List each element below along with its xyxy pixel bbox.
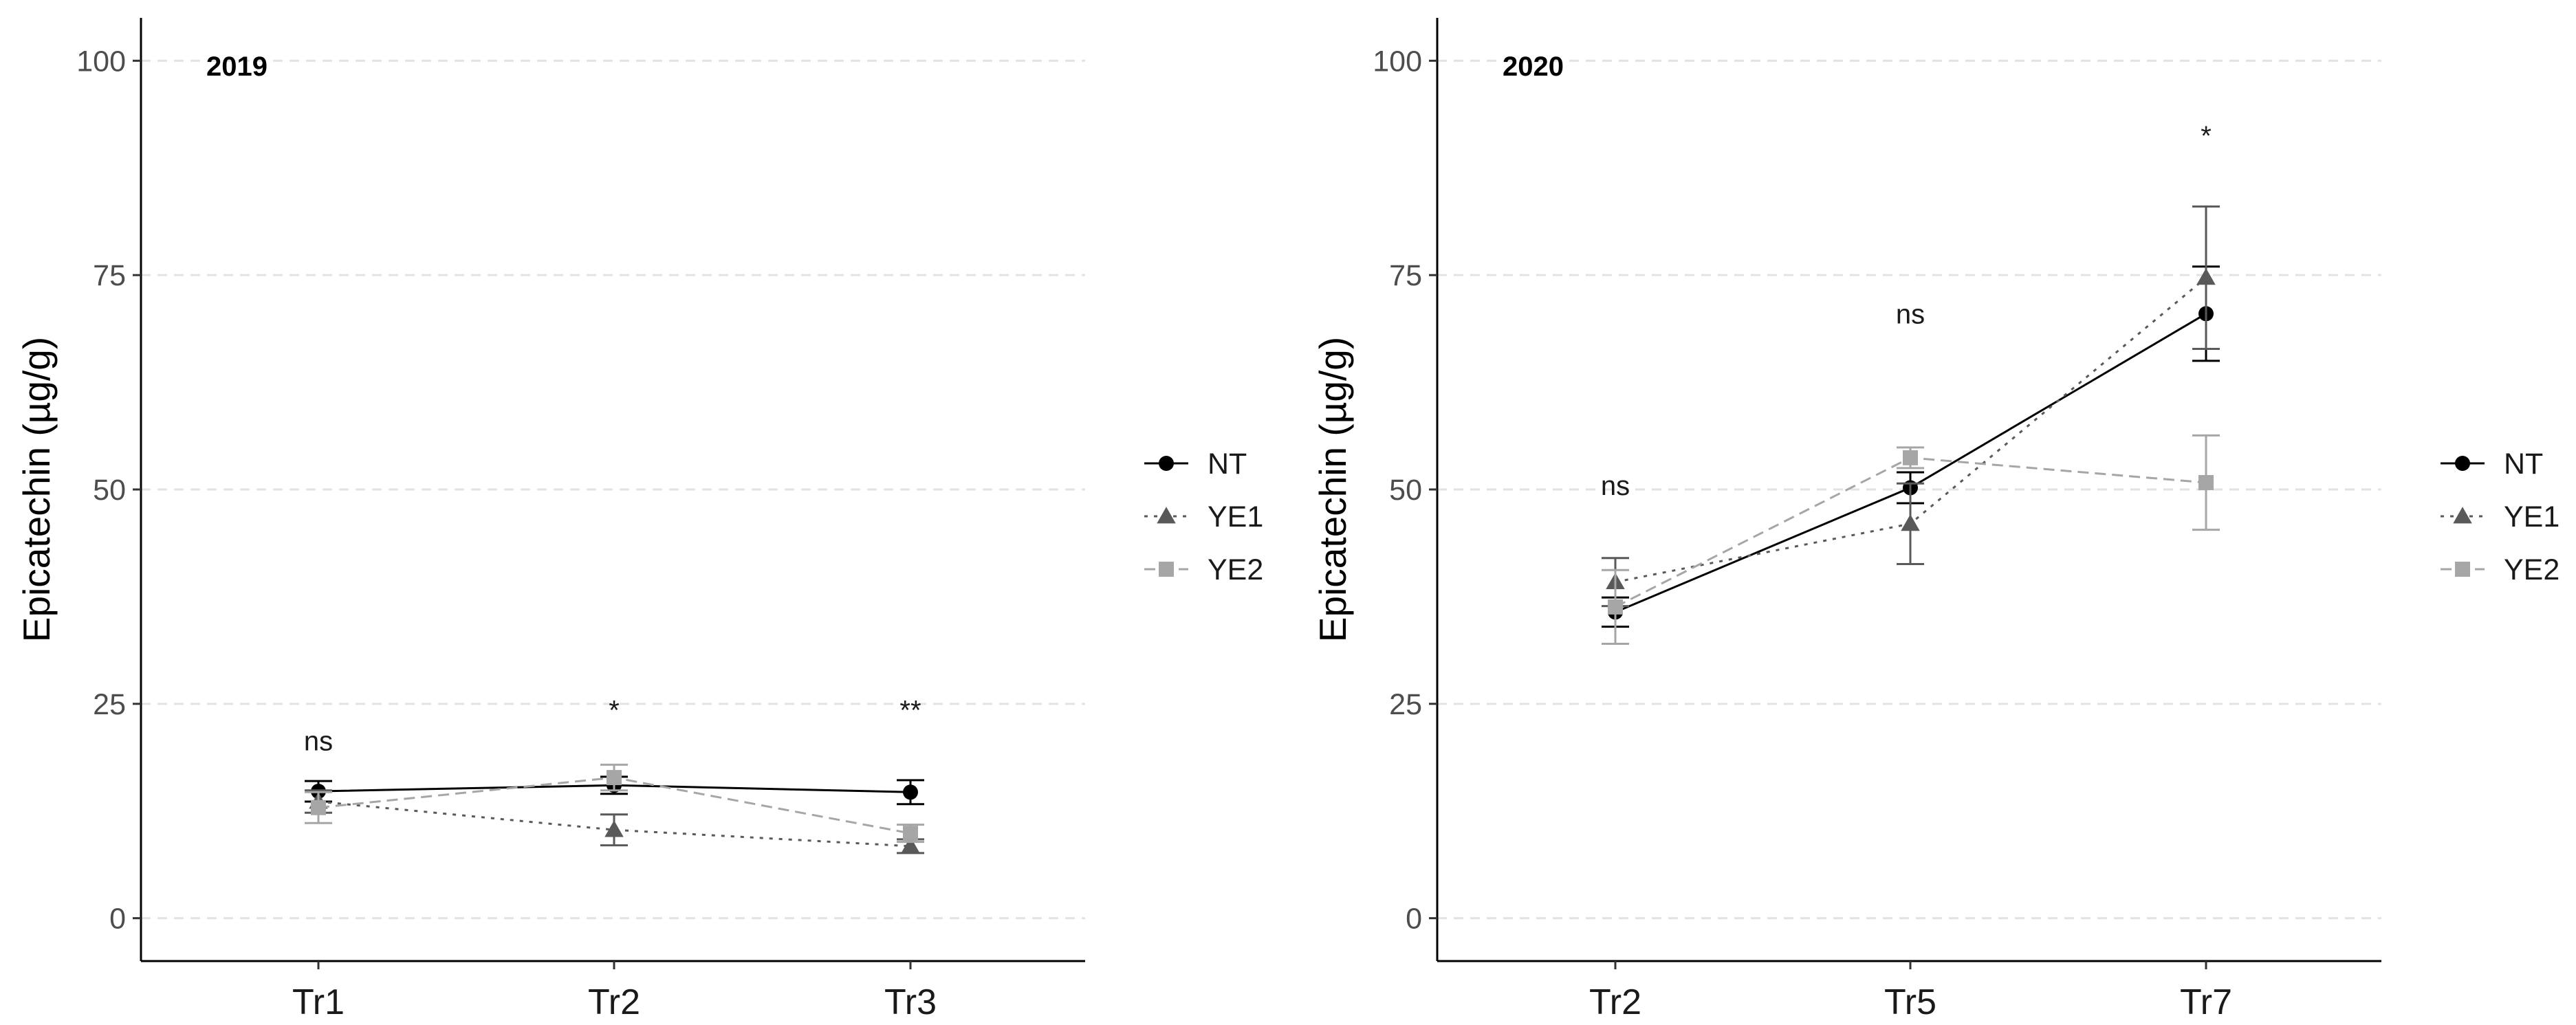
x-tick-label-Tr2: Tr2: [1589, 982, 1641, 1022]
y-tick-label-100: 100: [1373, 45, 1422, 78]
legend-item-YE2: YE2: [1144, 553, 1263, 586]
x-tick-label-Tr5: Tr5: [1884, 982, 1936, 1022]
y-tick-label-0: 0: [109, 903, 126, 936]
point-YE1-Tr3: [901, 837, 920, 854]
legend: NT YE1 YE2: [1144, 448, 1263, 586]
legend-item-NT: NT: [2441, 448, 2543, 481]
legend-key-marker-YE2: [1159, 562, 1174, 577]
significance-Tr5: ns: [1896, 299, 1925, 329]
x-tick-label-Tr7: Tr7: [2180, 982, 2232, 1022]
legend-label-YE1: YE1: [1208, 500, 1263, 533]
significance-Tr3: **: [899, 696, 921, 726]
legend-item-YE1: YE1: [2441, 500, 2559, 533]
legend-label-NT: NT: [2504, 448, 2543, 481]
y-axis-label: Epicatechin (µg/g): [1311, 337, 1354, 642]
series-YE2: [305, 763, 924, 844]
point-YE2-Tr3: [903, 826, 918, 841]
panel-2020: 0 25 50 75 100 Tr2 Tr5 Tr7 Epicatechin (µg/g) 202…: [1311, 18, 2559, 1022]
significance-Tr2: *: [609, 696, 620, 726]
point-YE1-Tr5: [1901, 514, 1920, 531]
point-NT-Tr3: [903, 784, 918, 800]
point-YE2-Tr2: [607, 770, 622, 786]
y-tick-label-75: 75: [93, 259, 126, 292]
legend-key-marker-YE1: [1157, 507, 1176, 524]
point-YE1-Tr7: [2196, 268, 2216, 285]
series-YE2: [1602, 434, 2220, 646]
y-tick-label-50: 50: [1389, 474, 1422, 507]
y-tick-label-50: 50: [93, 474, 126, 507]
legend-item-YE1: YE1: [1144, 500, 1263, 533]
legend-label-YE1: YE1: [2504, 500, 2559, 533]
panel-title: 2019: [206, 52, 268, 82]
y-tick-label-75: 75: [1389, 259, 1422, 292]
y-tick-label-0: 0: [1406, 903, 1422, 936]
point-YE2-Tr5: [1903, 450, 1918, 465]
legend-key-marker-YE1: [2453, 507, 2472, 524]
legend-item-YE2: YE2: [2441, 553, 2559, 586]
y-tick-label-25: 25: [93, 688, 126, 721]
significance-Tr7: *: [2201, 121, 2212, 151]
significance-Tr1: ns: [304, 726, 333, 756]
x-tick-label-Tr1: Tr1: [292, 982, 345, 1022]
legend-item-NT: NT: [1144, 448, 1247, 481]
y-tick-label-25: 25: [1389, 688, 1422, 721]
y-tick-label-100: 100: [76, 45, 126, 78]
legend: NT YE1 YE2: [2441, 448, 2559, 586]
point-YE2-Tr1: [311, 800, 326, 815]
significance-Tr2: ns: [1601, 471, 1630, 501]
y-axis-label: Epicatechin (µg/g): [15, 337, 58, 642]
legend-label-YE2: YE2: [1208, 553, 1263, 586]
panel-2019: 0 25 50 75 100 Tr1 Tr2 Tr3 Epicatechin (µg/g) 201…: [15, 18, 1263, 1022]
legend-key-marker-NT: [2455, 456, 2470, 471]
x-tick-label-Tr3: Tr3: [884, 982, 937, 1022]
legend-label-YE2: YE2: [2504, 553, 2559, 586]
point-YE1-Tr2: [604, 820, 624, 837]
series-line-YE1: [318, 800, 911, 848]
legend-key-marker-YE2: [2455, 562, 2470, 577]
legend-label-NT: NT: [1208, 448, 1247, 481]
x-tick-label-Tr2: Tr2: [588, 982, 640, 1022]
legend-key-marker-NT: [1159, 456, 1174, 471]
panel-title: 2020: [1503, 52, 1564, 82]
point-YE2-Tr2: [1608, 599, 1623, 615]
point-YE2-Tr7: [2198, 475, 2214, 491]
